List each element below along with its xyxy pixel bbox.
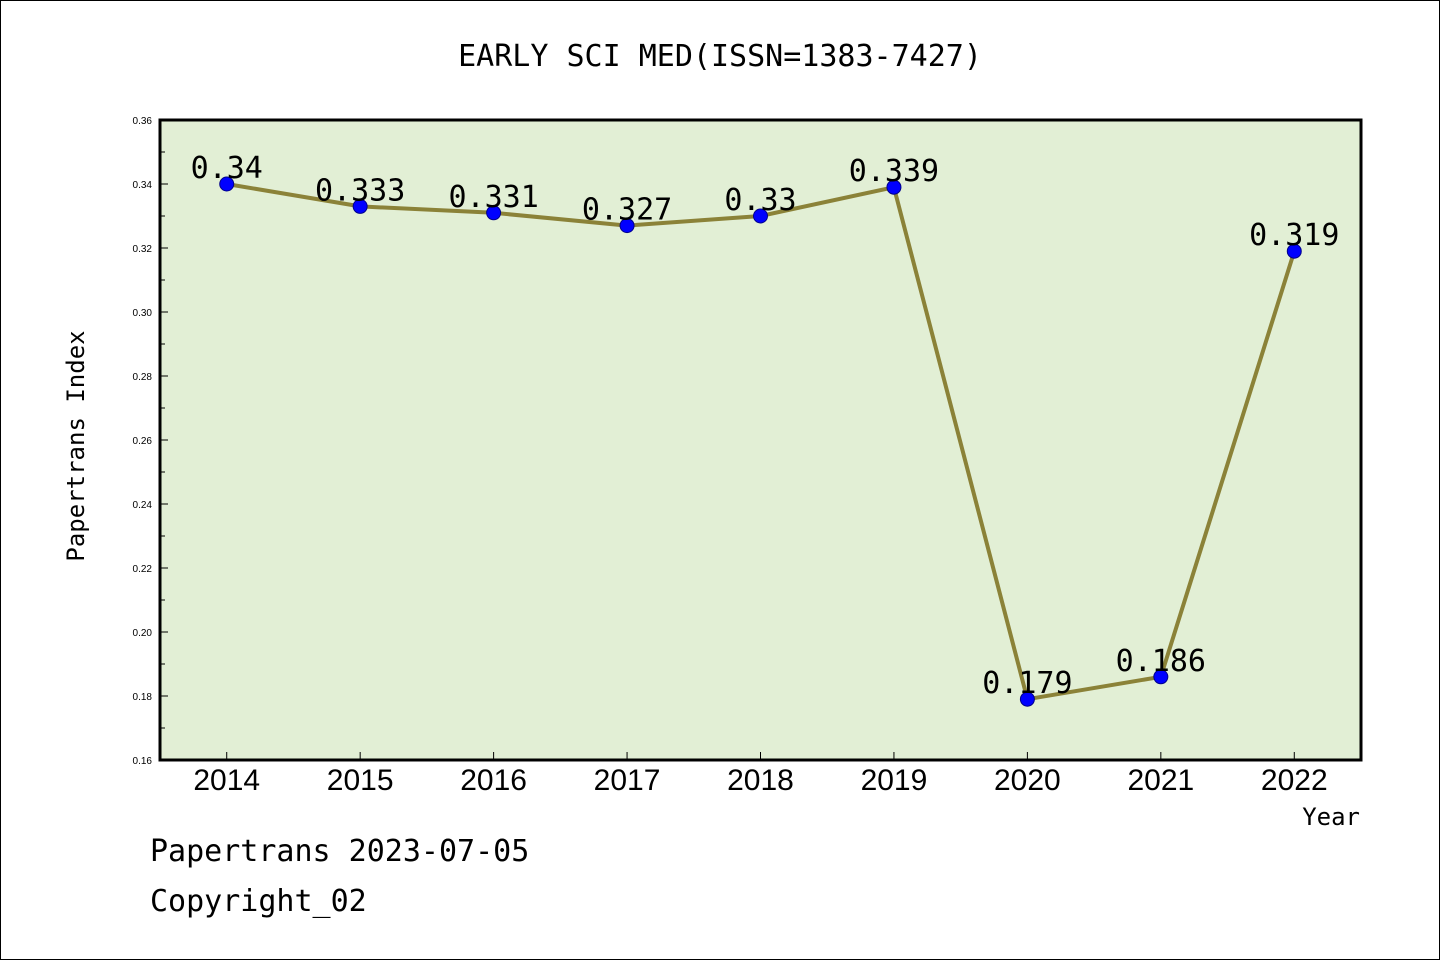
data-point [486,205,502,221]
data-label: 0.331 [448,180,538,215]
y-tick-label: 0.24 [133,500,153,511]
y-tick-label: 0.28 [133,372,153,383]
x-tick-label: 2017 [594,764,661,797]
data-label: 0.34 [191,151,263,186]
data-label: 0.333 [315,173,405,208]
data-point [1019,691,1035,707]
y-axis: 0.16 0.18 0.20 0.22 0.24 0.26 0.28 0.30 0.32 0.34… [133,116,168,767]
y-tick-label: 0.34 [133,180,153,191]
x-tick-label: 2015 [327,764,394,797]
data-labels: 0.34 0.333 0.331 0.327 0.33 0.339 0.179 0.186 0.… [191,151,1340,701]
data-point [219,176,235,192]
x-tick-label: 2022 [1261,764,1328,797]
data-point [619,218,635,234]
data-markers [219,176,1302,707]
y-tick-label: 0.20 [133,628,153,639]
y-axis-title: Papertrans Index [62,330,90,561]
data-point [1286,243,1302,259]
chart-title: EARLY SCI MED(ISSN=1383-7427) [458,39,982,74]
x-tick-label: 2019 [861,764,928,797]
plot-area [158,118,1363,762]
data-label: 0.319 [1249,218,1339,253]
x-tick-label: 2014 [193,764,260,797]
footer-date: Papertrans 2023-07-05 [150,834,530,869]
x-tick-label: 2020 [994,764,1061,797]
x-tick-label: 2018 [727,764,794,797]
footer-copyright: Copyright_02 [150,884,367,919]
data-point [753,208,768,224]
data-label: 0.339 [849,154,939,189]
x-tick-label: 2016 [460,764,527,797]
data-label: 0.33 [724,183,796,218]
x-axis-title: Year [1302,803,1360,831]
data-point [1153,669,1169,685]
y-tick-label: 0.22 [133,564,153,575]
y-tick-label: 0.32 [133,244,153,255]
y-tick-label: 0.16 [133,756,153,767]
x-tick-label: 2021 [1127,764,1194,797]
data-label: 0.327 [582,193,672,228]
data-label: 0.186 [1116,644,1206,679]
data-point [886,179,902,195]
y-tick-label: 0.36 [133,116,153,127]
y-tick-label: 0.18 [133,692,153,703]
data-point [352,198,368,214]
y-tick-label: 0.26 [133,436,153,447]
data-label: 0.179 [982,666,1072,701]
y-tick-label: 0.30 [133,308,153,319]
x-axis: 2014 2015 2016 2017 2018 2019 2020 2021 2022 [193,752,1328,797]
